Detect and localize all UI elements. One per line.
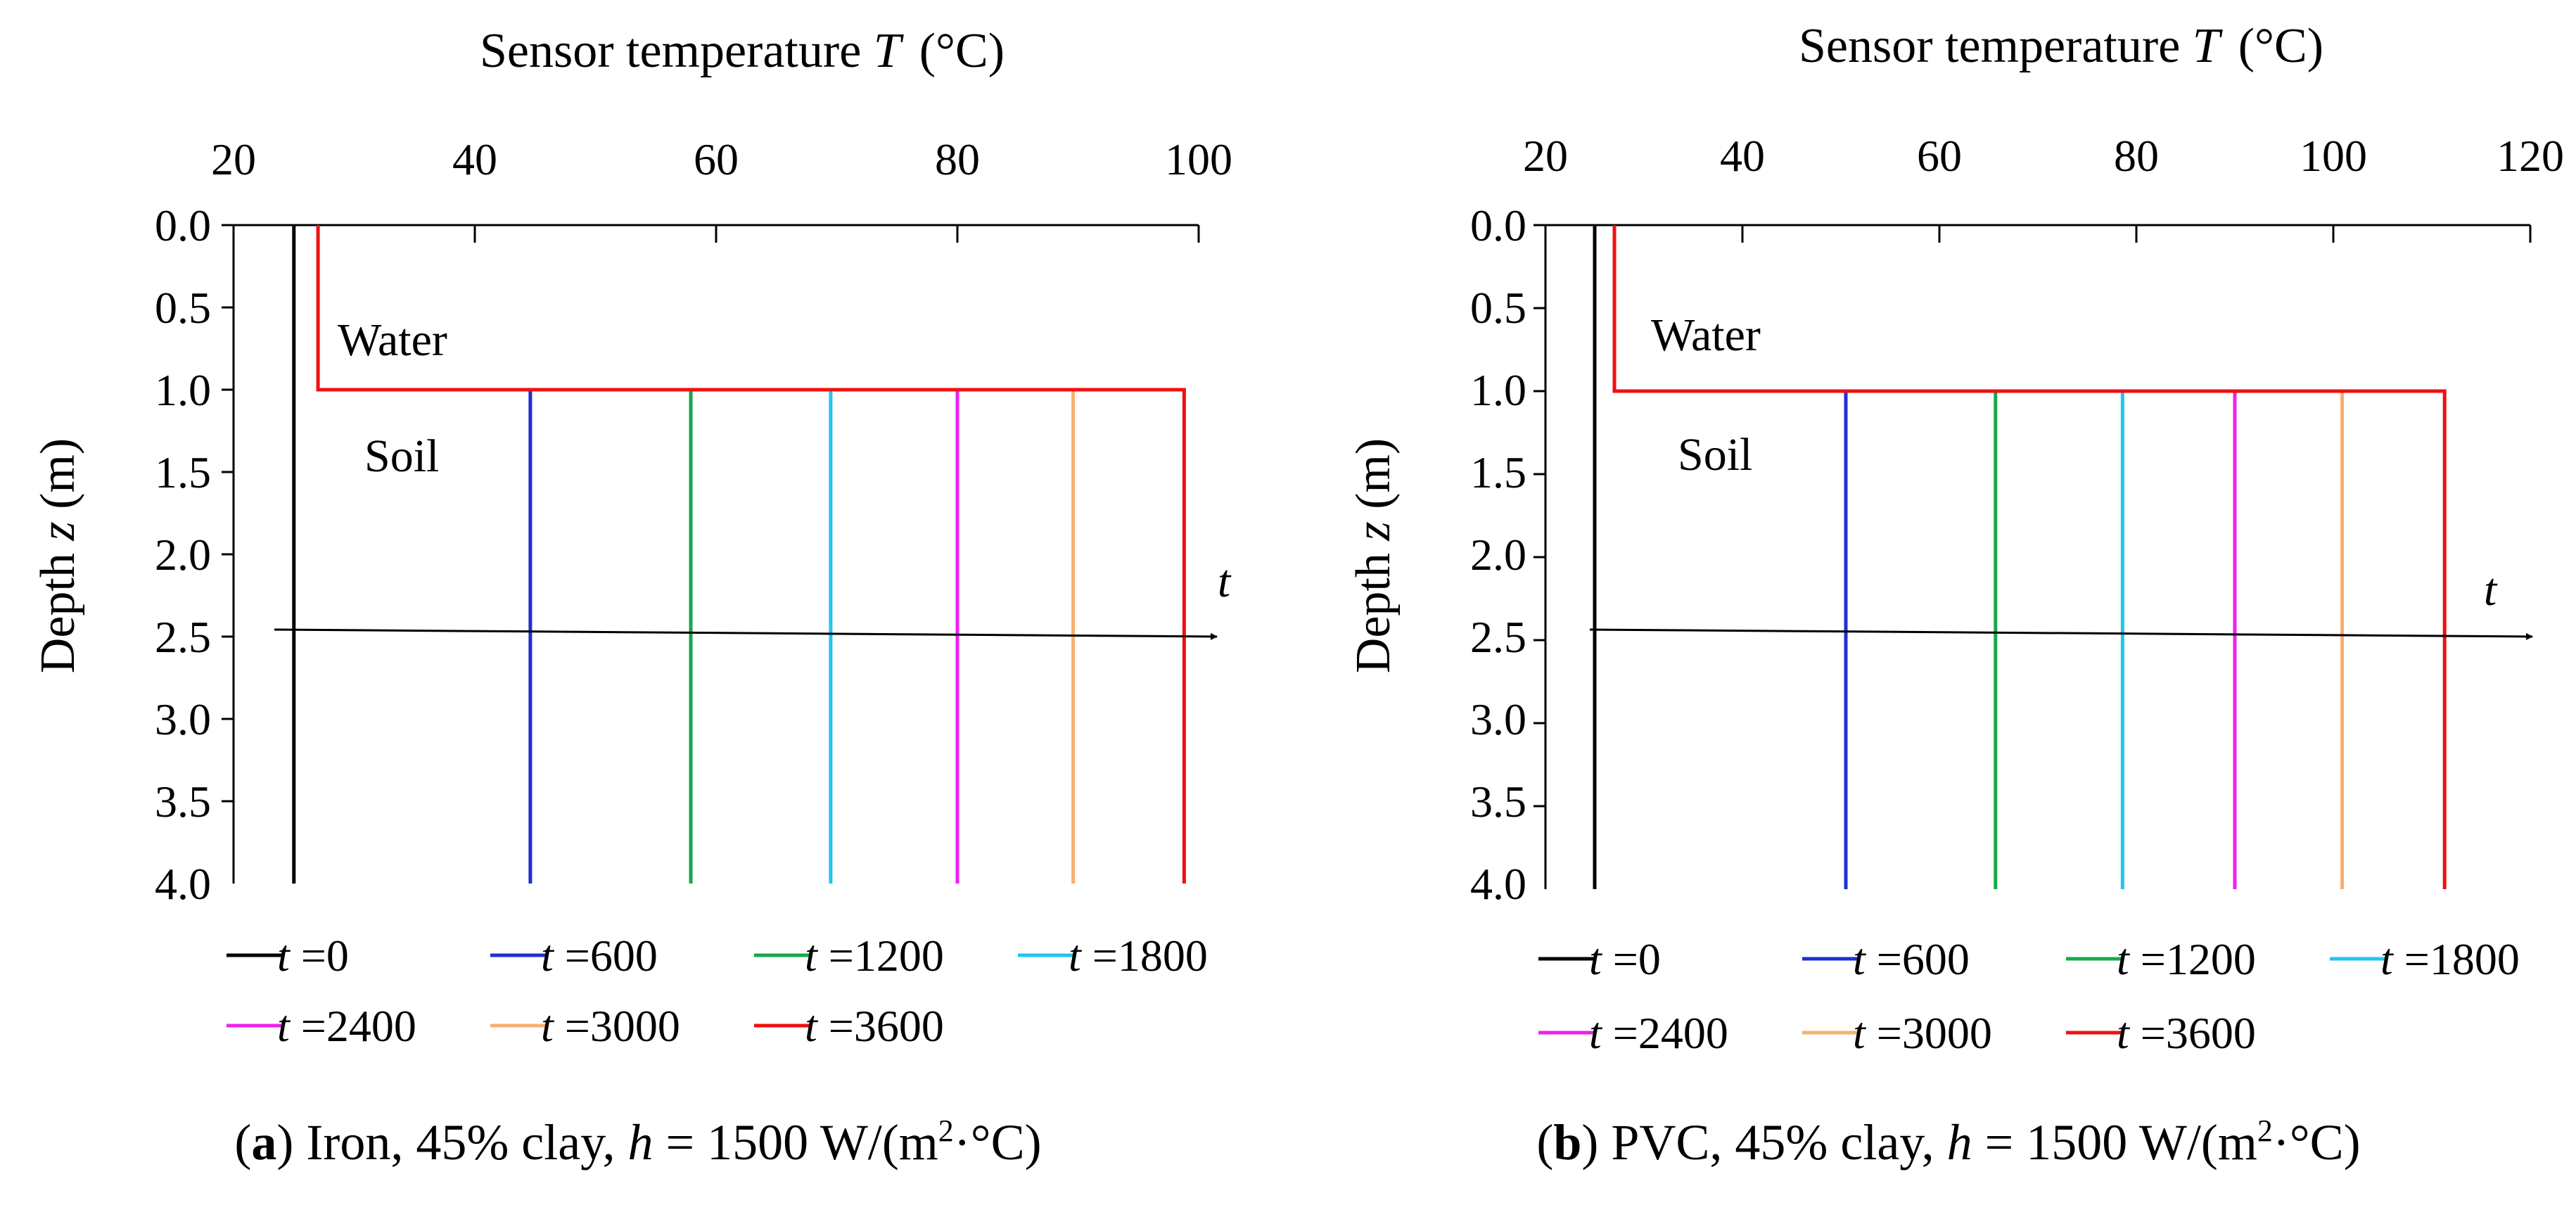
legend-item: t =3600 xyxy=(2066,1008,2256,1058)
y-tick-label: 2.0 xyxy=(1470,530,1526,580)
y-tick-label: 3.5 xyxy=(1470,777,1526,827)
legend-item: t =1200 xyxy=(2066,934,2256,984)
legend-label: t =1200 xyxy=(2117,934,2256,984)
y-tick-labels: 0.0 0.5 1.0 1.5 2.0 2.5 3.0 3.5 4.0 xyxy=(1470,200,1526,909)
y-tick-label: 3.0 xyxy=(155,694,211,744)
axes-frame xyxy=(1534,224,2532,889)
legend-label: t =1200 xyxy=(805,931,944,981)
legend-item: t =600 xyxy=(490,931,658,981)
y-tick-label: 4.0 xyxy=(155,859,211,909)
time-arrow-label: t xyxy=(1218,556,1232,607)
y-tick-label: 2.5 xyxy=(1470,612,1526,662)
x-tick-label: 100 xyxy=(2300,131,2367,181)
x-axis-title: Sensor temperature T (°C) xyxy=(480,24,1005,78)
legend-item: t =3000 xyxy=(490,1001,680,1051)
x-tick-label: 120 xyxy=(2497,131,2564,181)
water-annotation: Water xyxy=(338,314,447,366)
y-tick-label: 1.0 xyxy=(155,365,211,415)
legend: t =0 t =600 t =1200 t =1800 t =2400 t =3000 t … xyxy=(1538,934,2520,1058)
series-line-3600 xyxy=(1612,225,2447,889)
legend-label: t =0 xyxy=(277,931,349,981)
legend-label: t =2400 xyxy=(1589,1008,1728,1058)
legend-label: t =1800 xyxy=(1069,931,1208,981)
y-tick-label: 0.0 xyxy=(1470,200,1526,250)
x-tick-label: 80 xyxy=(2114,131,2159,181)
soil-annotation: Soil xyxy=(364,431,439,482)
soil-annotation: Soil xyxy=(1678,429,1752,480)
legend-item: t =3000 xyxy=(1802,1008,1992,1058)
x-tick-label: 60 xyxy=(1917,131,1962,181)
x-tick-label: 40 xyxy=(452,134,497,184)
y-tick-label: 1.5 xyxy=(1470,447,1526,497)
x-tick-label: 80 xyxy=(935,134,980,184)
y-axis-title: Depth z (m) xyxy=(1346,438,1401,673)
x-tick-label: 40 xyxy=(1720,131,1765,181)
y-tick-label: 0.0 xyxy=(155,200,211,250)
time-arrow-label: t xyxy=(2484,564,2498,616)
axes-frame xyxy=(222,224,1200,884)
y-tick-label: 0.5 xyxy=(155,283,211,333)
legend-item: t =0 xyxy=(1538,934,1661,984)
legend-item: t =0 xyxy=(227,931,349,981)
x-tick-labels: 20 40 60 80 100 xyxy=(211,134,1232,184)
legend-label: t =600 xyxy=(541,931,658,981)
y-tick-label: 1.5 xyxy=(155,447,211,497)
legend-item: t =2400 xyxy=(227,1001,416,1051)
x-tick-labels: 20 40 60 80 100 120 xyxy=(1523,131,2564,181)
y-axis-title: Depth z (m) xyxy=(31,438,85,673)
y-tick-label: 3.5 xyxy=(155,777,211,827)
legend-item: t =600 xyxy=(1802,934,1970,984)
legend-item: t =2400 xyxy=(1538,1008,1728,1058)
caption-a: (a) Iron, 45% clay, h = 1500 W/(m2·°C) xyxy=(234,1114,1041,1171)
x-tick-label: 20 xyxy=(211,134,256,184)
time-arrow xyxy=(274,628,1218,640)
x-tick-label: 100 xyxy=(1165,134,1232,184)
legend-label: t =3600 xyxy=(805,1001,944,1051)
legend-label: t =600 xyxy=(1853,934,1970,984)
legend-label: t =2400 xyxy=(277,1001,416,1051)
legend-label: t =1800 xyxy=(2380,934,2520,984)
legend-label: t =3600 xyxy=(2117,1008,2256,1058)
y-tick-label: 3.0 xyxy=(1470,694,1526,744)
y-tick-label: 2.5 xyxy=(155,612,211,662)
legend-item: t =1200 xyxy=(754,931,944,981)
chart-panel-b: Sensor temperature T (°C) 20 40 60 80 100… xyxy=(1346,19,2564,1171)
legend-item: t =1800 xyxy=(1018,931,1208,981)
y-tick-labels: 0.0 0.5 1.0 1.5 2.0 2.5 3.0 3.5 4.0 xyxy=(155,200,211,909)
series-line-3600 xyxy=(316,225,1186,884)
y-tick-label: 0.5 xyxy=(1470,283,1526,333)
x-tick-label: 20 xyxy=(1523,131,1568,181)
y-tick-label: 1.0 xyxy=(1470,365,1526,415)
caption-b: (b) PVC, 45% clay, h = 1500 W/(m2·°C) xyxy=(1536,1114,2360,1171)
legend-item: t =1800 xyxy=(2330,934,2520,984)
y-tick-label: 2.0 xyxy=(155,530,211,580)
x-axis-title: Sensor temperature T (°C) xyxy=(1799,19,2323,73)
x-tick-label: 60 xyxy=(694,134,739,184)
legend-item: t =3600 xyxy=(754,1001,944,1051)
legend-label: t =3000 xyxy=(1853,1008,1992,1058)
series-layer xyxy=(1593,225,2447,889)
water-annotation: Water xyxy=(1651,310,1761,361)
legend-label: t =3000 xyxy=(541,1001,680,1051)
time-arrow xyxy=(1589,628,2533,640)
legend: t =0 t =600 t =1200 t =1800 t =2400 t =3000 t … xyxy=(227,931,1208,1051)
chart-panel-a: Sensor temperature T (°C) 20 40 60 80 100… xyxy=(31,24,1232,1171)
legend-label: t =0 xyxy=(1589,934,1661,984)
y-tick-label: 4.0 xyxy=(1470,859,1526,909)
